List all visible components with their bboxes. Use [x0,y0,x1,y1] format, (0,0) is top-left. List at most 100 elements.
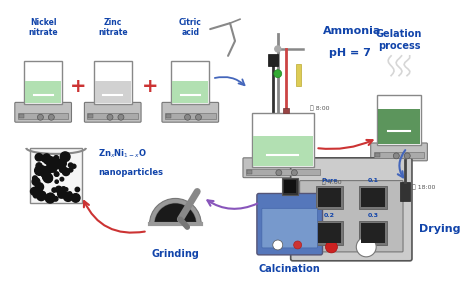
Circle shape [63,168,70,176]
Circle shape [30,188,38,195]
Bar [282,178,298,195]
Circle shape [37,166,43,171]
Bar [374,152,424,158]
Circle shape [356,237,376,257]
Text: +: + [142,77,159,96]
Circle shape [68,192,72,195]
Bar [361,223,385,243]
Circle shape [43,175,48,180]
Text: Gelation
process: Gelation process [376,29,422,51]
Text: Grinding: Grinding [151,249,199,259]
Text: ⏱ 18:00: ⏱ 18:00 [412,185,435,190]
Circle shape [404,153,410,159]
Circle shape [40,155,46,160]
Text: Pure: Pure [321,178,337,182]
Circle shape [32,178,40,186]
Wedge shape [155,203,196,224]
Circle shape [60,166,66,173]
Circle shape [195,114,201,120]
Circle shape [61,187,66,191]
Circle shape [42,157,47,162]
Bar [400,182,410,201]
FancyBboxPatch shape [162,102,219,122]
Circle shape [55,186,62,193]
Bar [374,153,380,157]
Text: 0.1: 0.1 [368,178,379,182]
Circle shape [59,162,63,165]
Circle shape [68,163,73,167]
Bar [268,54,278,66]
Circle shape [46,165,53,171]
Text: Ammonia: Ammonia [322,26,381,36]
Text: Drying: Drying [419,224,460,234]
Bar [18,113,69,119]
Bar [318,223,341,243]
Circle shape [64,192,73,201]
Circle shape [54,172,59,176]
Circle shape [274,70,282,78]
Circle shape [118,114,124,120]
Bar [246,169,319,175]
Circle shape [53,197,58,201]
FancyBboxPatch shape [243,158,322,178]
Circle shape [35,153,43,161]
Circle shape [59,194,62,198]
Circle shape [43,173,53,183]
Circle shape [72,194,80,202]
Bar [253,136,312,166]
Circle shape [69,168,73,172]
Bar [173,81,208,103]
Circle shape [39,191,46,198]
Bar [316,186,343,209]
Circle shape [52,188,56,192]
Bar [87,113,138,119]
Bar [318,188,341,207]
Bar [19,114,24,118]
Circle shape [58,190,66,198]
Bar [165,113,216,119]
FancyBboxPatch shape [257,193,322,255]
Bar [94,61,132,104]
Bar [172,61,209,104]
Text: Zinc
nitrate: Zinc nitrate [98,18,128,37]
Circle shape [43,154,50,161]
Bar [247,170,252,174]
Circle shape [48,114,55,120]
Circle shape [75,187,80,192]
Circle shape [38,189,42,193]
Bar [24,61,62,104]
Circle shape [44,166,52,174]
Circle shape [36,163,42,169]
Bar [377,95,421,145]
Circle shape [35,166,44,175]
Text: Nickel
nitrate: Nickel nitrate [28,18,58,37]
Circle shape [54,156,59,160]
Circle shape [33,190,40,197]
Bar [359,186,387,209]
Circle shape [67,192,72,197]
FancyBboxPatch shape [300,180,403,252]
Text: 0.2: 0.2 [324,213,335,218]
Bar [30,148,82,203]
Circle shape [60,169,63,172]
Circle shape [49,165,57,172]
Wedge shape [149,199,201,224]
Circle shape [46,193,55,201]
Circle shape [53,159,63,169]
Bar [88,114,93,118]
Circle shape [50,158,57,164]
Text: pH = 7: pH = 7 [329,48,371,58]
Circle shape [33,176,37,180]
Bar [296,64,301,85]
Circle shape [47,163,55,172]
Bar [95,81,131,103]
Bar [25,81,61,103]
Text: Calcination: Calcination [259,264,320,274]
Circle shape [273,240,283,250]
Text: ⏱ 4:00: ⏱ 4:00 [322,180,342,185]
FancyBboxPatch shape [15,102,72,122]
Circle shape [292,170,297,176]
Bar [361,188,385,207]
Circle shape [55,180,58,183]
Circle shape [276,170,282,176]
